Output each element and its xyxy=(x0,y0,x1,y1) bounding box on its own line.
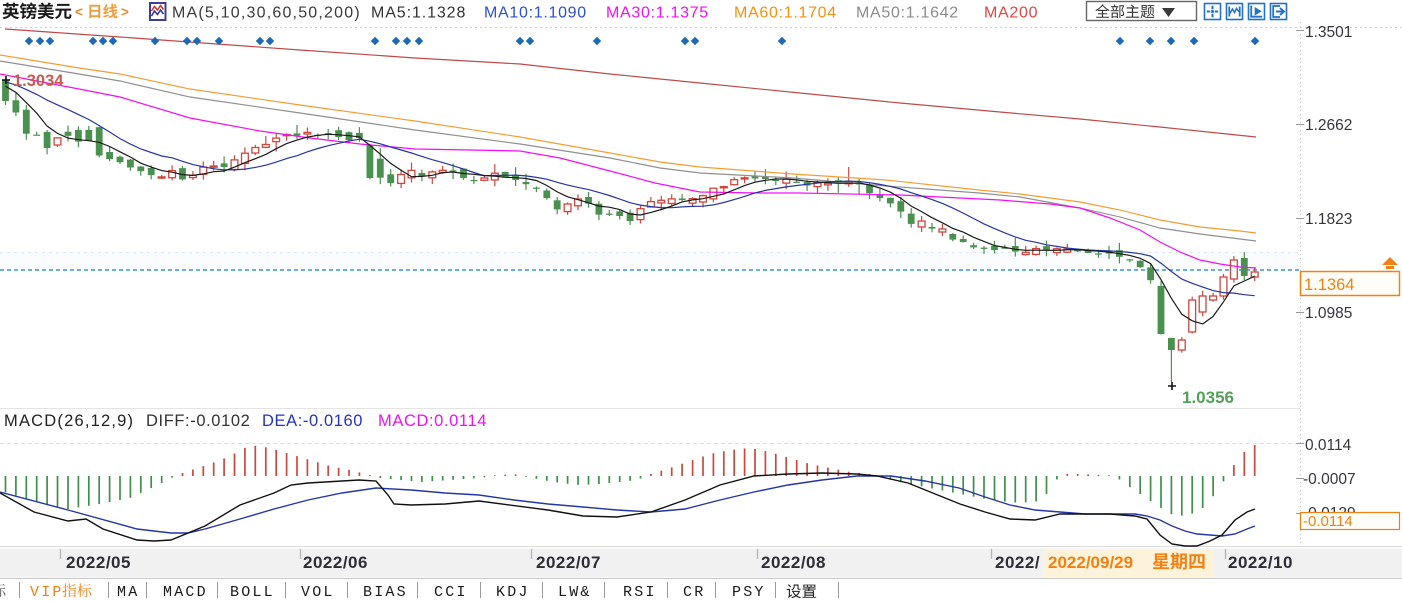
svg-text:1.0356: 1.0356 xyxy=(1182,388,1234,407)
svg-text:2022/07: 2022/07 xyxy=(536,553,601,572)
svg-text:-0.0114: -0.0114 xyxy=(1303,513,1353,530)
svg-text:MA(5,10,30,60,50,200): MA(5,10,30,60,50,200) xyxy=(172,5,361,22)
svg-text:MA: MA xyxy=(117,584,139,601)
svg-text:2022/09/29: 2022/09/29 xyxy=(1048,553,1133,572)
svg-text:VOL: VOL xyxy=(301,584,335,601)
svg-text:-0.0007: -0.0007 xyxy=(1303,471,1356,488)
svg-text:2022/05: 2022/05 xyxy=(66,553,131,572)
svg-text:MA10:1.1090: MA10:1.1090 xyxy=(484,5,587,22)
svg-text:1.1364: 1.1364 xyxy=(1304,276,1354,294)
svg-text:>: > xyxy=(121,5,129,20)
svg-text:KDJ: KDJ xyxy=(496,584,530,601)
svg-text:RSI: RSI xyxy=(623,584,657,601)
svg-text:CR: CR xyxy=(683,584,705,601)
svg-text:1.1823: 1.1823 xyxy=(1305,211,1352,228)
svg-text:PSY: PSY xyxy=(732,584,766,601)
svg-text:DIFF:-0.0102: DIFF:-0.0102 xyxy=(146,412,250,430)
svg-text:MACD:0.0114: MACD:0.0114 xyxy=(378,412,487,430)
svg-text:MA60:1.1704: MA60:1.1704 xyxy=(734,5,837,22)
svg-text:DEA:-0.0160: DEA:-0.0160 xyxy=(262,412,363,430)
svg-text:1.0985: 1.0985 xyxy=(1305,305,1352,322)
svg-text:CCI: CCI xyxy=(434,584,468,601)
svg-text:1.3501: 1.3501 xyxy=(1305,24,1352,41)
svg-text:1.3034: 1.3034 xyxy=(13,72,64,90)
svg-text:2022/10: 2022/10 xyxy=(1228,553,1293,572)
svg-text:1.2662: 1.2662 xyxy=(1305,117,1352,134)
svg-text:MA50:1.1642: MA50:1.1642 xyxy=(856,5,959,22)
svg-text:MA30:1.1375: MA30:1.1375 xyxy=(606,5,709,22)
svg-text:BOLL: BOLL xyxy=(230,584,275,601)
svg-text:<: < xyxy=(75,5,83,20)
svg-text:MACD(26,12,9): MACD(26,12,9) xyxy=(4,412,134,430)
svg-text:VIP: VIP xyxy=(30,584,64,601)
svg-text:2022/06: 2022/06 xyxy=(303,553,368,572)
svg-text:MACD: MACD xyxy=(163,584,208,601)
svg-text:2022/08: 2022/08 xyxy=(761,553,826,572)
svg-text:LW&: LW& xyxy=(558,584,592,601)
svg-text:BIAS: BIAS xyxy=(363,584,408,601)
svg-text:0.0114: 0.0114 xyxy=(1305,437,1352,454)
svg-text:2022/: 2022/ xyxy=(995,553,1040,572)
svg-text:MA5:1.1328: MA5:1.1328 xyxy=(371,5,466,22)
svg-text:MA200: MA200 xyxy=(984,5,1038,22)
